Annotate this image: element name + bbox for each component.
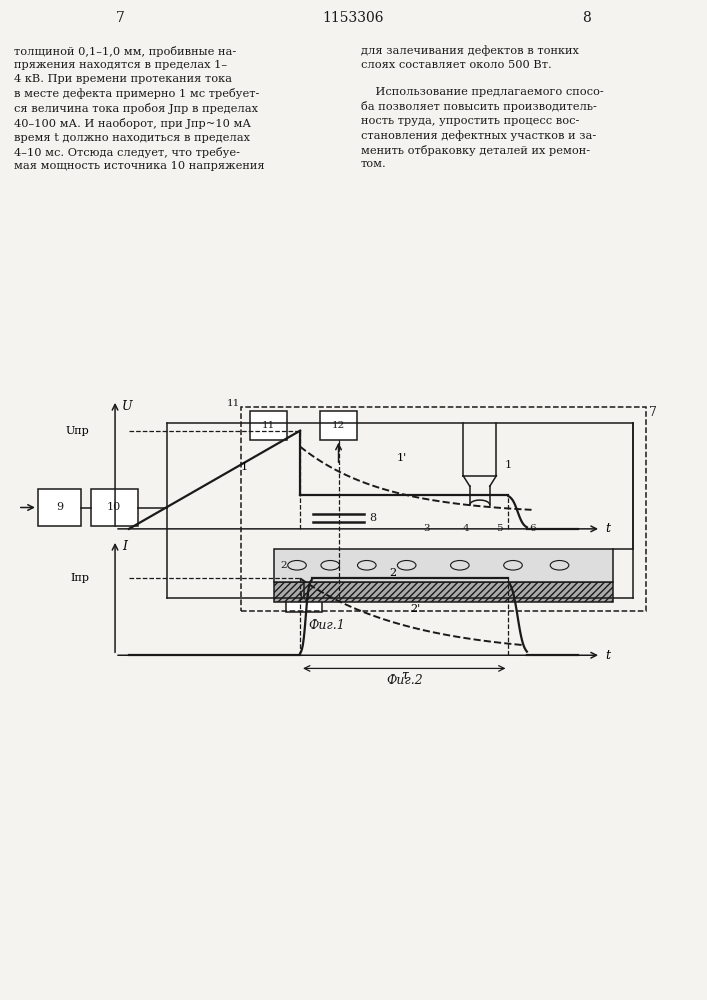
Text: τ: τ <box>401 668 408 681</box>
Text: 7: 7 <box>116 11 124 25</box>
Text: 2: 2 <box>281 561 287 570</box>
Text: 13: 13 <box>298 593 310 602</box>
FancyBboxPatch shape <box>250 411 287 440</box>
Text: 7: 7 <box>649 406 657 419</box>
Text: U: U <box>122 400 132 413</box>
Text: 1: 1 <box>241 462 248 473</box>
Text: 8: 8 <box>369 513 376 523</box>
Text: толщиной 0,1–1,0 мм, пробивные на-
пряжения находятся в пределах 1–
4 кВ. При вр: толщиной 0,1–1,0 мм, пробивные на- пряже… <box>14 46 264 171</box>
Text: Фиг.2: Фиг.2 <box>386 674 423 687</box>
Text: 11: 11 <box>227 399 240 408</box>
FancyBboxPatch shape <box>274 582 613 602</box>
Text: 5: 5 <box>496 524 503 533</box>
Text: 9: 9 <box>56 502 63 512</box>
Text: 8: 8 <box>583 11 591 25</box>
FancyBboxPatch shape <box>320 411 357 440</box>
Text: Фиг.1: Фиг.1 <box>308 619 345 632</box>
Text: 1': 1' <box>397 453 407 463</box>
Text: t: t <box>606 649 611 662</box>
FancyBboxPatch shape <box>38 489 81 526</box>
Text: 12: 12 <box>332 421 345 430</box>
Text: 2': 2' <box>411 604 421 614</box>
Text: 3: 3 <box>423 524 430 533</box>
Text: 11: 11 <box>262 421 276 430</box>
FancyBboxPatch shape <box>274 549 613 582</box>
FancyBboxPatch shape <box>91 489 138 526</box>
Text: 6: 6 <box>530 524 536 533</box>
Text: I: I <box>122 540 127 553</box>
Text: 4: 4 <box>463 524 469 533</box>
Text: t: t <box>606 522 611 535</box>
Text: 10: 10 <box>107 502 122 512</box>
FancyBboxPatch shape <box>286 583 322 612</box>
Text: Uпр: Uпр <box>66 426 90 436</box>
Text: 1153306: 1153306 <box>323 11 384 25</box>
Text: 1: 1 <box>504 460 511 470</box>
Text: 2: 2 <box>389 568 396 578</box>
Text: Iпр: Iпр <box>71 573 90 583</box>
Text: для залечивания дефектов в тонких
слоях составляет около 500 Вт.

    Использова: для залечивания дефектов в тонких слоях … <box>361 46 603 169</box>
